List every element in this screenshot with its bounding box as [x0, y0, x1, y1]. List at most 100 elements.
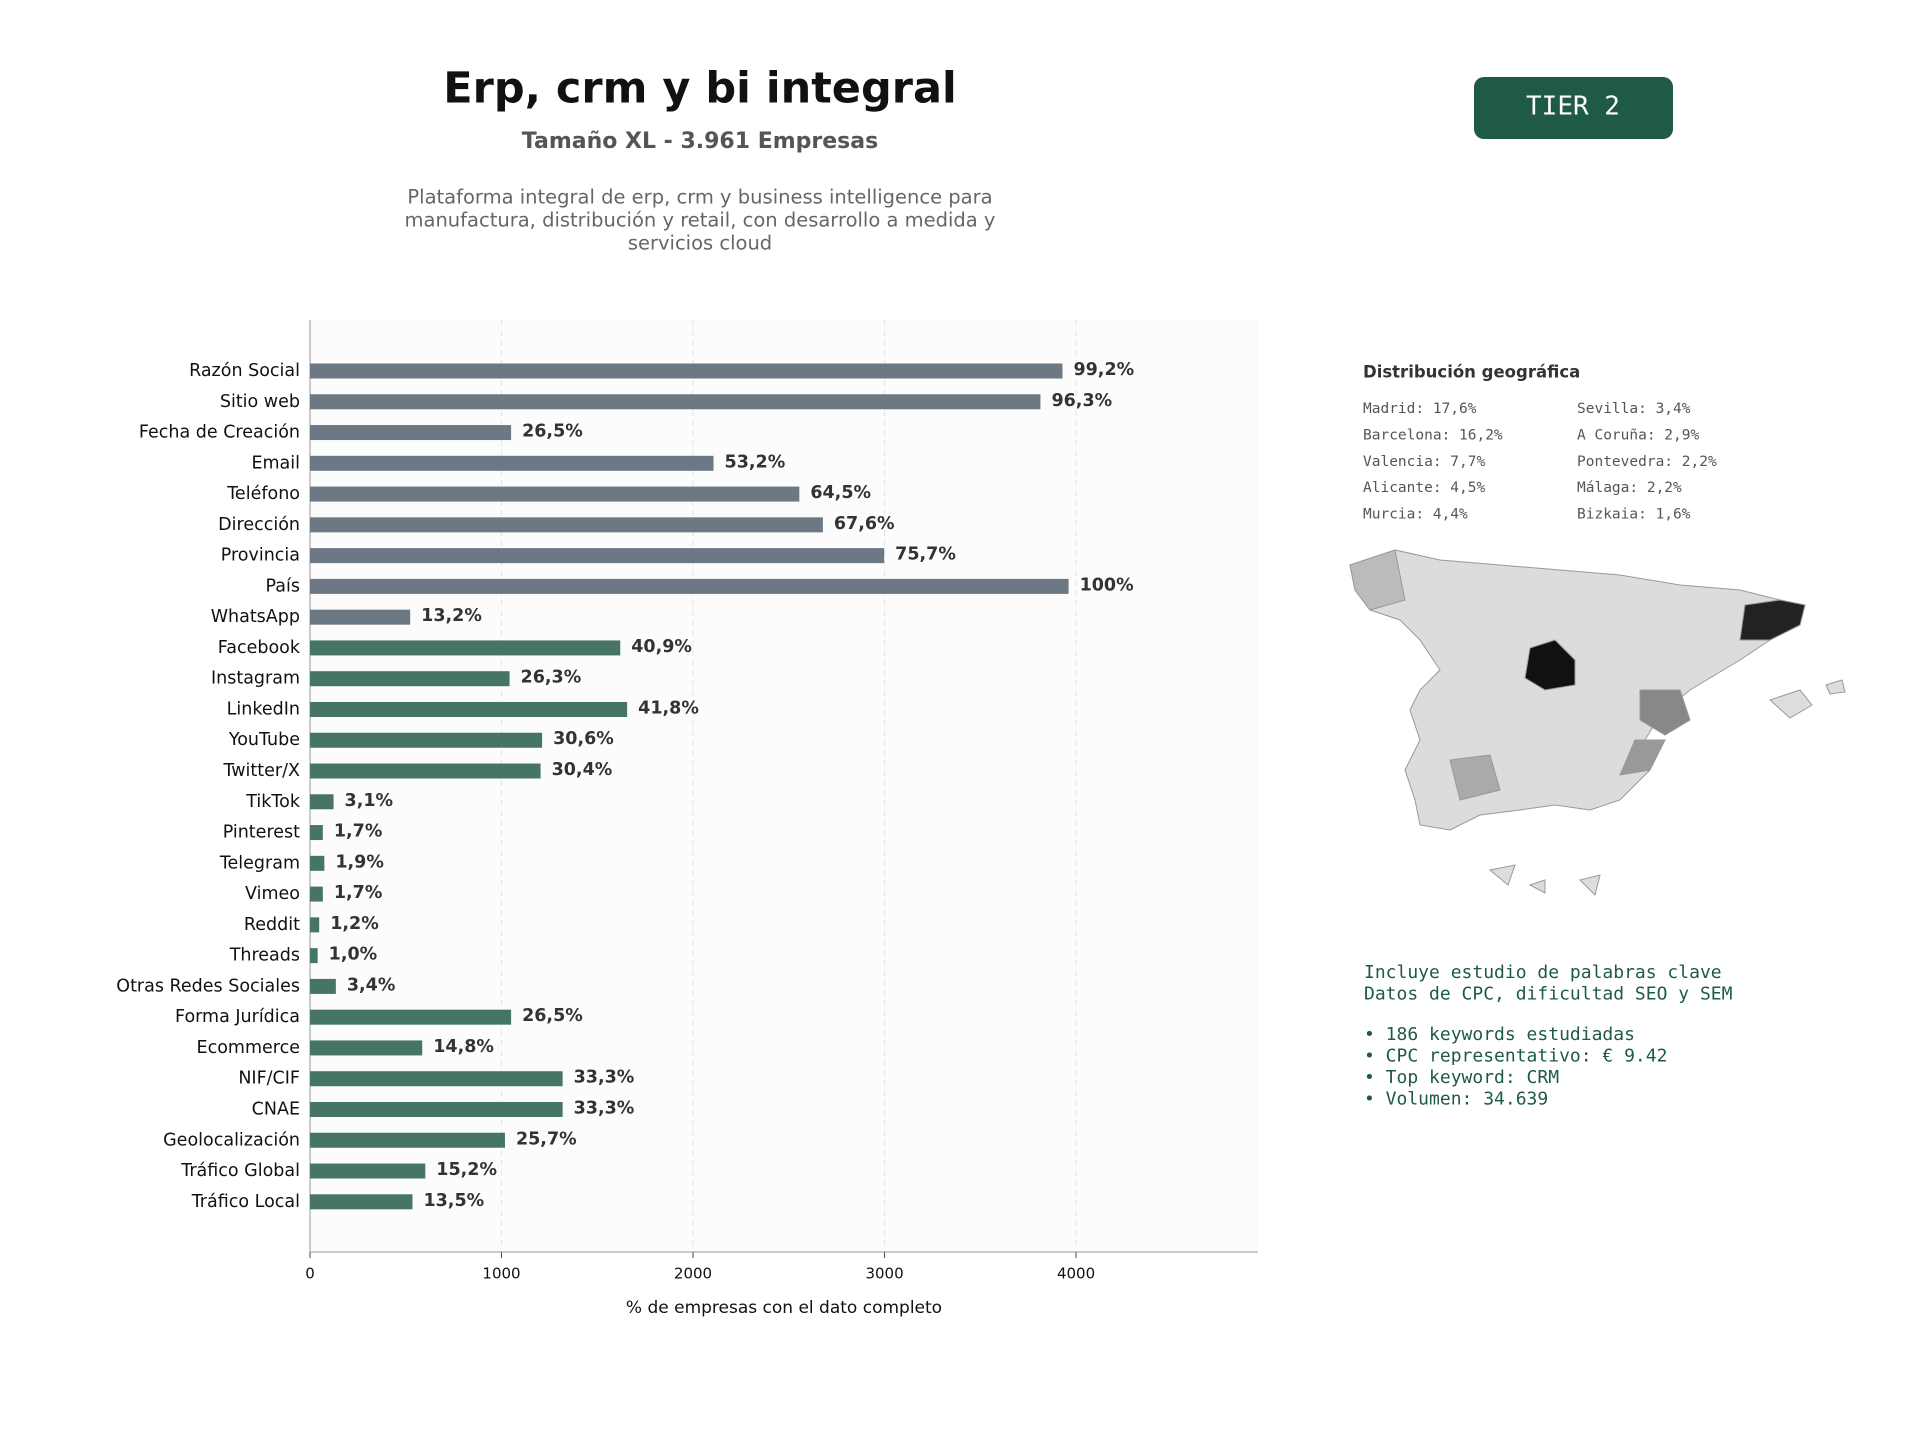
- x-tick-label: 1000: [482, 1265, 520, 1283]
- value-label: 25,7%: [516, 1129, 577, 1149]
- y-tick-label: Tráfico Local: [191, 1192, 300, 1212]
- y-tick-label: Sitio web: [220, 392, 300, 412]
- value-label: 99,2%: [1073, 360, 1134, 380]
- value-label: 13,5%: [423, 1191, 484, 1211]
- value-label: 26,5%: [522, 1006, 583, 1026]
- value-label: 3,1%: [345, 791, 394, 811]
- y-tick-label: TikTok: [245, 792, 301, 812]
- y-tick-label: Twitter/X: [222, 761, 300, 781]
- value-label: 75,7%: [895, 545, 956, 565]
- badge: [1474, 77, 1673, 139]
- value-label: 26,5%: [522, 422, 583, 442]
- geo-item: Barcelona: 16,2%: [1363, 427, 1503, 443]
- value-label: 1,7%: [334, 883, 383, 903]
- x-tick-label: 2000: [674, 1265, 712, 1283]
- bar: [310, 1163, 426, 1179]
- y-tick-label: WhatsApp: [211, 607, 300, 627]
- x-tick-label: 4000: [1057, 1265, 1095, 1283]
- geo-item: Sevilla: 3,4%: [1577, 401, 1691, 417]
- subtitle: Tamaño XL - 3.961 Empresas: [522, 129, 878, 154]
- y-tick-label: CNAE: [252, 1099, 300, 1119]
- value-label: 33,3%: [574, 1068, 635, 1088]
- bar: [310, 455, 714, 471]
- value-label: 15,2%: [436, 1160, 497, 1180]
- value-label: 64,5%: [810, 483, 871, 503]
- x-tick-label: 3000: [865, 1265, 903, 1283]
- bar: [310, 548, 885, 564]
- y-tick-label: Threads: [229, 946, 300, 966]
- y-tick-label: Dirección: [218, 515, 300, 535]
- geo-item: Pontevedra: 2,2%: [1577, 454, 1717, 470]
- value-label: 33,3%: [574, 1098, 635, 1118]
- value-label: 96,3%: [1051, 391, 1112, 411]
- geo-item: A Coruña: 2,9%: [1577, 427, 1699, 443]
- y-tick-label: Razón Social: [189, 361, 300, 381]
- y-tick-label: Geolocalización: [163, 1130, 300, 1150]
- bar: [310, 1132, 505, 1148]
- bar: [310, 425, 512, 441]
- badge-text: TIER 2: [1526, 92, 1620, 122]
- y-tick-label: LinkedIn: [227, 699, 300, 719]
- y-tick-label: Ecommerce: [197, 1038, 300, 1058]
- value-label: 3,4%: [347, 975, 396, 995]
- y-tick-label: Tráfico Global: [180, 1161, 300, 1181]
- bar: [310, 701, 628, 717]
- bar: [310, 855, 325, 871]
- y-tick-label: Telegram: [219, 853, 300, 873]
- keyword-item: • Volumen: 34.639: [1364, 1089, 1548, 1110]
- geo-item: Alicante: 4,5%: [1363, 480, 1485, 496]
- value-label: 14,8%: [433, 1037, 494, 1057]
- bar: [310, 517, 823, 533]
- value-label: 67,6%: [834, 514, 895, 534]
- y-tick-label: Provincia: [221, 546, 300, 566]
- geo-item: Madrid: 17,6%: [1363, 401, 1477, 417]
- bar: [310, 1040, 423, 1056]
- y-tick-label: Vimeo: [245, 884, 300, 904]
- bar: [310, 671, 510, 687]
- bar: [310, 1194, 413, 1210]
- y-tick-label: Email: [251, 453, 300, 473]
- bar: [310, 917, 320, 933]
- value-label: 1,7%: [334, 822, 383, 842]
- y-tick-label: Pinterest: [223, 823, 300, 843]
- y-tick-label: Reddit: [244, 915, 300, 935]
- map: [1349, 549, 1846, 896]
- bar: [310, 394, 1041, 410]
- bar: [310, 732, 543, 748]
- geo-title: Distribución geográfica: [1363, 363, 1580, 382]
- value-label: 1,9%: [335, 852, 384, 872]
- value-label: 26,3%: [521, 668, 582, 688]
- y-tick-label: Instagram: [211, 669, 300, 689]
- value-label: 30,6%: [553, 729, 614, 749]
- geo-item: Bizkaia: 1,6%: [1577, 507, 1691, 523]
- bar: [310, 794, 334, 810]
- value-label: 53,2%: [725, 452, 786, 472]
- value-label: 41,8%: [638, 698, 699, 718]
- keyword-intro: Datos de CPC, dificultad SEO y SEM: [1364, 984, 1733, 1005]
- x-axis-label: % de empresas con el dato completo: [626, 1298, 942, 1318]
- y-tick-label: YouTube: [228, 730, 300, 750]
- keyword-intro: Incluye estudio de palabras clave: [1364, 962, 1722, 983]
- x-tick-label: 0: [305, 1265, 315, 1283]
- y-tick-label: Teléfono: [226, 484, 300, 504]
- bar: [310, 609, 411, 625]
- y-tick-label: NIF/CIF: [238, 1069, 300, 1089]
- bar: [310, 978, 336, 994]
- bar: [310, 763, 541, 779]
- bar: [310, 948, 318, 964]
- bar: [310, 486, 800, 502]
- value-label: 13,2%: [421, 606, 482, 626]
- bar: [310, 363, 1063, 379]
- bar: [310, 1071, 563, 1087]
- bar: [310, 640, 621, 656]
- description: manufactura, distribución y retail, con …: [405, 209, 996, 232]
- title: Erp, crm y bi integral: [443, 64, 956, 114]
- keyword-item: • Top keyword: CRM: [1364, 1067, 1559, 1088]
- y-tick-label: Facebook: [218, 638, 301, 658]
- bar: [310, 1101, 563, 1117]
- value-label: 40,9%: [631, 637, 692, 657]
- y-tick-label: Forma Jurídica: [175, 1007, 300, 1027]
- value-label: 1,0%: [329, 945, 378, 965]
